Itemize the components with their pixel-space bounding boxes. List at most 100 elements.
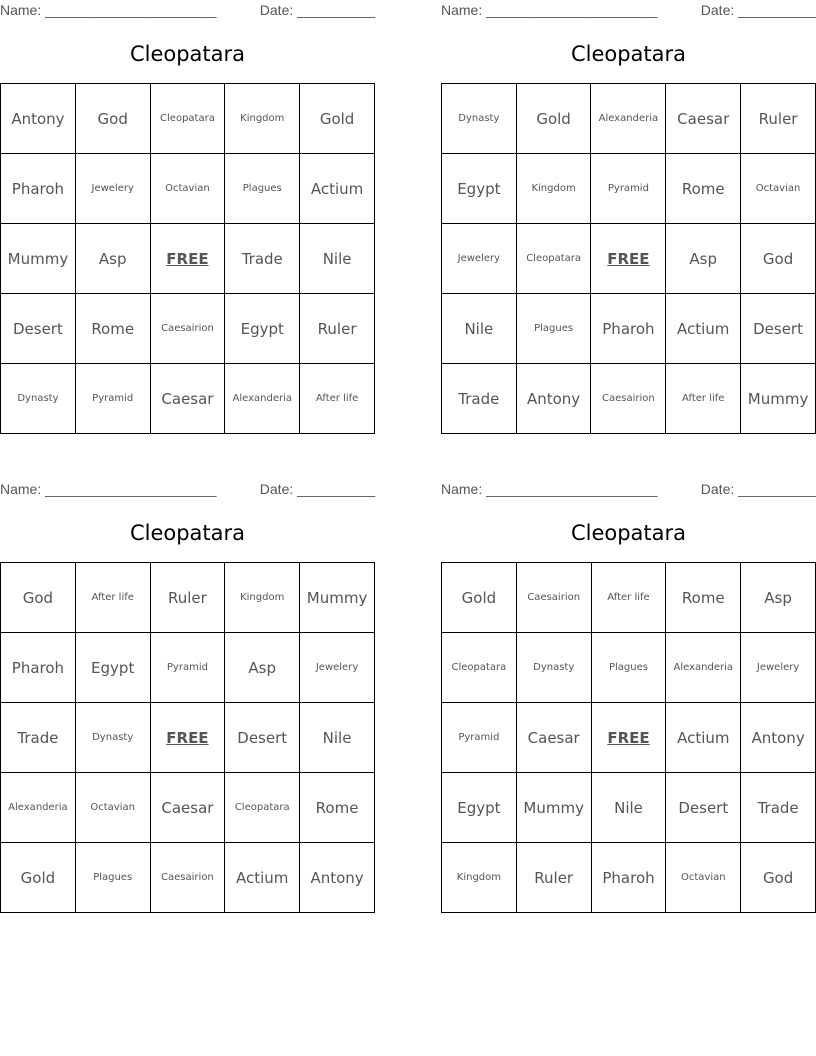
grid-row: Kingdom Ruler Pharoh Octavian God (441, 842, 816, 913)
bingo-cell: Plagues (74, 842, 151, 913)
bingo-cell: God (0, 562, 76, 633)
bingo-cell: Nile (590, 772, 667, 843)
bingo-cell: Rome (74, 293, 151, 364)
bingo-cell: Cleopatara (515, 223, 592, 294)
bingo-cell: Trade (441, 363, 517, 434)
bingo-cell: God (740, 223, 816, 294)
date-field-label: Date: __________ (700, 2, 816, 18)
bingo-cell: Jewelery (74, 153, 151, 224)
bingo-cell: Asp (74, 223, 151, 294)
bingo-cell: Pharoh (590, 293, 667, 364)
bingo-cell: Gold (0, 842, 76, 913)
bingo-cell: Desert (665, 772, 742, 843)
bingo-cell: Caesairion (149, 293, 226, 364)
bingo-cell: After life (74, 562, 151, 633)
card-header: Name: ______________________ Date: ______… (441, 2, 816, 20)
name-field-label: Name: ______________________ (441, 481, 658, 497)
bingo-cell: Asp (224, 632, 301, 703)
bingo-cell: Alexanderia (590, 83, 667, 154)
bingo-cell: Mummy (515, 772, 592, 843)
bingo-cell: Plagues (224, 153, 301, 224)
bingo-cell: Kingdom (224, 83, 301, 154)
card-title: Cleopatara (570, 521, 687, 545)
bingo-cell: Trade (0, 702, 76, 773)
bingo-cell: Jewelery (299, 632, 375, 703)
bingo-cell: Plagues (590, 632, 667, 703)
bingo-cell: Mummy (0, 223, 76, 294)
bingo-grid: Dynasty Gold Alexanderia Caesar Ruler Egypt Ki… (441, 83, 816, 434)
free-space: FREE (149, 223, 226, 294)
bingo-cell: Octavian (74, 772, 151, 843)
bingo-cell: Kingdom (224, 562, 301, 633)
bingo-cell: Mummy (740, 363, 816, 434)
name-field-label: Name: ______________________ (441, 2, 658, 18)
bingo-cell: Pyramid (74, 363, 151, 434)
bingo-cell: Pyramid (590, 153, 667, 224)
grid-row: Gold Caesairion After life Rome Asp (441, 562, 816, 633)
grid-row: Gold Plagues Caesairion Actium Antony (0, 842, 375, 913)
grid-row: God After life Ruler Kingdom Mummy (0, 562, 375, 633)
bingo-cell: Dynasty (441, 83, 517, 154)
card-title: Cleopatara (129, 521, 246, 545)
bingo-cell: Nile (299, 223, 375, 294)
bingo-cell: After life (299, 363, 375, 434)
bingo-cell: Caesar (149, 363, 226, 434)
bingo-cell: Nile (299, 702, 375, 773)
grid-row: Nile Plagues Pharoh Actium Desert (441, 293, 816, 364)
grid-row: Alexanderia Octavian Caesar Cleopatara Rome (0, 772, 375, 843)
name-field-label: Name: ______________________ (0, 2, 217, 18)
bingo-cell: Gold (515, 83, 592, 154)
date-field-label: Date: __________ (259, 481, 375, 497)
bingo-cell: Alexanderia (224, 363, 301, 434)
bingo-cell: Octavian (665, 842, 742, 913)
bingo-cell: Rome (665, 562, 742, 633)
bingo-cell: Antony (299, 842, 375, 913)
bingo-cell: Pharoh (0, 153, 76, 224)
card-header: Name: ______________________ Date: ______… (0, 481, 375, 499)
bingo-cell: Ruler (515, 842, 592, 913)
bingo-cell: Octavian (149, 153, 226, 224)
bingo-grid: Antony God Cleopatara Kingdom Gold Pharoh Jewe… (0, 83, 375, 434)
bingo-cell: Caesar (149, 772, 226, 843)
bingo-cell: Trade (224, 223, 301, 294)
date-field-label: Date: __________ (700, 481, 816, 497)
bingo-cell: Pyramid (441, 702, 517, 773)
bingo-cell: Egypt (441, 153, 517, 224)
bingo-cell: Dynasty (74, 702, 151, 773)
bingo-cell: Caesairion (149, 842, 226, 913)
grid-row: Dynasty Pyramid Caesar Alexanderia After lif… (0, 363, 375, 434)
card-header: Name: ______________________ Date: ______… (441, 481, 816, 499)
grid-row: Antony God Cleopatara Kingdom Gold (0, 83, 375, 154)
bingo-cell: Caesar (665, 83, 742, 154)
bingo-cell: Asp (665, 223, 742, 294)
bingo-cell: Antony (515, 363, 592, 434)
date-field-label: Date: __________ (259, 2, 375, 18)
bingo-cell: Trade (740, 772, 816, 843)
bingo-cell: Octavian (740, 153, 816, 224)
bingo-cell: Plagues (515, 293, 592, 364)
bingo-cell: Kingdom (441, 842, 517, 913)
grid-row: Egypt Kingdom Pyramid Rome Octavian (441, 153, 816, 224)
bingo-cell: Desert (224, 702, 301, 773)
grid-row: Egypt Mummy Nile Desert Trade (441, 772, 816, 843)
grid-row: Pharoh Egypt Pyramid Asp Jewelery (0, 632, 375, 703)
grid-row: Trade Dynasty FREE Desert Nile (0, 702, 375, 773)
bingo-cell: Jewelery (441, 223, 517, 294)
free-space: FREE (590, 702, 667, 773)
grid-row: Trade Antony Caesairion After life Mummy (441, 363, 816, 434)
card-title: Cleopatara (129, 42, 246, 66)
bingo-cell: Dynasty (0, 363, 76, 434)
bingo-grid: Gold Caesairion After life Rome Asp Cleopatar… (441, 562, 816, 913)
bingo-cell: Actium (665, 702, 742, 773)
bingo-cell: Actium (224, 842, 301, 913)
bingo-cell: Egypt (224, 293, 301, 364)
bingo-cell: Cleopatara (224, 772, 301, 843)
bingo-cell: Rome (299, 772, 375, 843)
bingo-cell: Dynasty (515, 632, 592, 703)
card-title: Cleopatara (570, 42, 687, 66)
bingo-cell: After life (590, 562, 667, 633)
bingo-cell: Caesairion (515, 562, 592, 633)
bingo-cell: Desert (0, 293, 76, 364)
bingo-cell: Actium (665, 293, 742, 364)
bingo-cell: Cleopatara (149, 83, 226, 154)
